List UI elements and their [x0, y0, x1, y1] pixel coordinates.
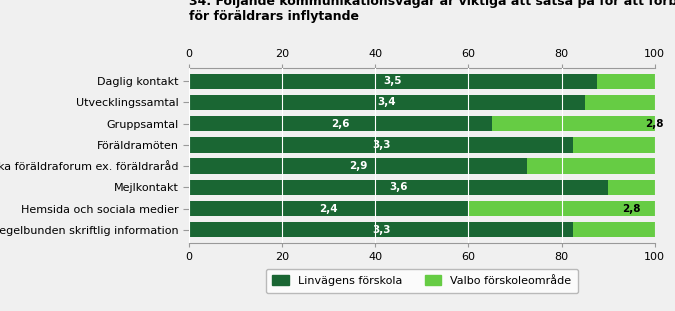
Bar: [189, 73, 597, 89]
Bar: [189, 137, 573, 152]
Bar: [189, 137, 655, 152]
Bar: [597, 73, 675, 89]
Bar: [189, 116, 491, 131]
Bar: [189, 73, 655, 89]
Bar: [189, 95, 655, 110]
Bar: [573, 222, 675, 238]
Bar: [189, 201, 655, 216]
Text: 3,5: 3,5: [383, 76, 402, 86]
Text: 2,8: 2,8: [622, 204, 641, 214]
Bar: [585, 95, 675, 110]
Text: 34. Följande kommunikationsvägar är viktiga att satsa på för att förbättra förut: 34. Följande kommunikationsvägar är vikt…: [189, 0, 675, 23]
Bar: [608, 180, 675, 195]
Bar: [189, 95, 585, 110]
Bar: [491, 116, 675, 131]
Bar: [526, 159, 675, 174]
Bar: [189, 159, 526, 174]
Text: 3,4: 3,4: [377, 97, 396, 107]
Text: 3,6: 3,6: [389, 182, 408, 193]
Bar: [189, 180, 608, 195]
Bar: [468, 201, 675, 216]
Bar: [189, 222, 573, 238]
Text: 3,3: 3,3: [372, 140, 390, 150]
Bar: [189, 201, 468, 216]
Text: 2,4: 2,4: [319, 204, 338, 214]
Text: 2,9: 2,9: [349, 161, 367, 171]
Text: 3,3: 3,3: [372, 225, 390, 235]
Text: 2,6: 2,6: [331, 118, 350, 129]
Bar: [189, 180, 655, 195]
Bar: [189, 222, 655, 238]
Bar: [189, 116, 655, 131]
Legend: Linvägens förskola, Valbo förskoleområde: Linvägens förskola, Valbo förskoleområde: [266, 269, 578, 293]
Bar: [189, 159, 655, 174]
Text: 2,8: 2,8: [645, 118, 664, 129]
Bar: [573, 137, 675, 152]
